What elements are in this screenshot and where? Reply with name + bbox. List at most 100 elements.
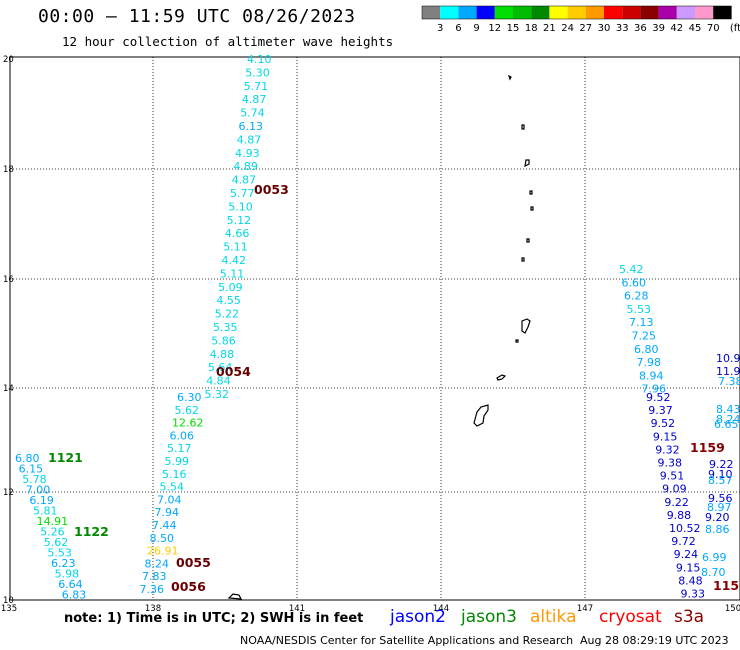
track-0054-value: 5.16	[162, 468, 187, 481]
track-0053-value: 5.09	[218, 281, 243, 294]
track-east-value: 9.37	[648, 404, 673, 417]
legend-tick-label: 27	[579, 23, 592, 34]
track-east-value: 9.72	[671, 535, 696, 548]
legend-tick-label: 42	[670, 23, 683, 34]
sat-jason2-label: jason2	[390, 607, 446, 627]
track-1121-value: 6.15	[19, 463, 43, 476]
legend-swatch	[440, 6, 459, 19]
track-0053-value: 5.12	[227, 214, 252, 227]
credit-line: NOAA/NESDIS Center for Satellite Applica…	[240, 634, 574, 647]
track-1121-value: 5.53	[47, 547, 72, 560]
track-0053-value: 4.10	[247, 53, 272, 66]
track-1121-value: 6.23	[51, 557, 76, 570]
island-outline	[521, 318, 531, 334]
island-outline	[521, 124, 525, 130]
track-far-east-value: 8.86	[705, 523, 730, 536]
lon-tick-label: 144	[433, 604, 449, 614]
track-east-value: 9.15	[676, 561, 701, 574]
island-outline	[530, 206, 534, 211]
island-outline	[524, 159, 530, 168]
legend-swatch	[604, 6, 623, 19]
legend-unit-label: (ft)	[730, 23, 740, 34]
track-0054-value: 7.94	[155, 506, 180, 519]
track-1121-value: 6.83	[62, 589, 87, 602]
track-east-value: 5.53	[627, 303, 652, 316]
track-0053-value: 4.55	[216, 294, 241, 307]
track-east-value: 7.13	[629, 316, 654, 329]
pass-tag-0056: 0056	[171, 579, 206, 594]
legend-swatch	[695, 6, 714, 19]
pass-tag-1122: 1122	[74, 524, 109, 539]
track-0053-value: 5.77	[230, 187, 255, 200]
track-0053-value: 5.30	[245, 66, 269, 79]
legend-tick-label: 33	[616, 23, 629, 34]
pass-tag-0055: 0055	[176, 555, 211, 570]
track-far-east-value: 9.20	[705, 511, 730, 524]
island-outline	[521, 257, 525, 262]
track-east-value: 9.24	[674, 548, 699, 561]
track-far-east-value: 8.43	[716, 403, 740, 416]
track-0054-value: 5.62	[175, 404, 200, 417]
track-0053-value: 5.86	[211, 334, 236, 347]
track-east-value: 9.15	[653, 430, 678, 443]
track-0053-value: 5.74	[240, 107, 265, 120]
track-far-east-value: 8.57	[708, 474, 733, 487]
track-0053-value: 6.13	[239, 120, 264, 133]
track-east-value: 9.33	[681, 588, 706, 601]
track-far-east-value: 8.97	[707, 501, 732, 514]
track-1121-value: 5.81	[33, 505, 58, 518]
legend-tick-label: 18	[525, 23, 538, 34]
pass-tag-1159: 1159	[690, 440, 725, 455]
track-1121-value: 6.80	[15, 452, 40, 465]
track-east-value: 7.25	[632, 330, 657, 343]
track-east-value: 9.38	[658, 457, 683, 470]
legend-swatch	[713, 6, 732, 19]
legend-swatch	[476, 6, 495, 19]
legend-tick-label: 9	[473, 23, 479, 34]
track-east-value: 9.32	[655, 443, 680, 456]
track-0053-value: 4.93	[235, 147, 260, 160]
track-far-east-value: 10.93	[716, 352, 740, 365]
legend-swatch	[422, 6, 441, 19]
pass-tag-1121: 1121	[48, 450, 83, 465]
track-0053-value: 4.84	[206, 375, 231, 388]
track-far-east-value: 6.99	[702, 551, 727, 564]
track-1121-value: 6.64	[58, 578, 82, 591]
track-0054-value: 7.83	[142, 570, 167, 583]
lat-tick-label: 16	[3, 275, 14, 285]
island-outline	[515, 339, 519, 343]
page-subtitle: 12 hour collection of altimeter wave hei…	[62, 34, 394, 49]
lat-tick-label: 14	[3, 384, 14, 394]
track-east-value: 7.96	[642, 383, 667, 396]
track-0053-value: 5.22	[215, 308, 240, 321]
track-east-value: 7.98	[637, 356, 662, 369]
sat-s3a-label: s3a	[674, 607, 705, 627]
track-1121-value: 6.19	[29, 494, 54, 507]
track-1121-value: 14.91	[37, 515, 69, 528]
lat-tick-label: 10	[3, 596, 14, 606]
generation-timestamp: Aug 28 08:29:19 UTC 2023	[580, 634, 729, 647]
legend-swatch	[622, 6, 641, 19]
lat-tick-label: 18	[3, 165, 14, 175]
lon-tick-label: 147	[577, 604, 593, 614]
track-1121-value: 5.26	[40, 526, 64, 539]
track-0053-value: 5.11	[220, 267, 245, 280]
legend-swatch	[567, 6, 586, 19]
track-1121-value: 7.00	[26, 484, 51, 497]
legend-swatch	[494, 6, 513, 19]
pass-tag-0054: 0054	[216, 364, 251, 379]
track-east-value: 9.52	[646, 391, 671, 404]
legend-swatch	[549, 6, 568, 19]
island-outline	[227, 593, 243, 600]
island-outline	[507, 74, 512, 81]
page-title: 00:00 — 11:59 UTC 08/26/2023	[38, 6, 356, 27]
track-1121-value: 5.98	[55, 568, 80, 581]
track-0053-value: 5.11	[223, 241, 248, 254]
track-0053-value: 5.71	[244, 80, 269, 93]
track-0054-value: 6.06	[170, 429, 195, 442]
track-east-value: 5.42	[619, 263, 644, 276]
footer-note: note: 1) Time is in UTC; 2) SWH is in fe…	[64, 611, 364, 626]
legend-swatch	[676, 6, 695, 19]
